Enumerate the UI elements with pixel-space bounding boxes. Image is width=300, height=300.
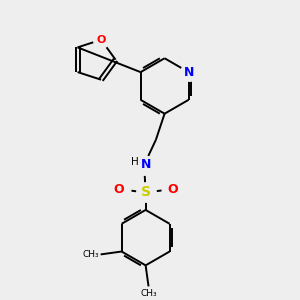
Text: O: O [96, 35, 106, 45]
Text: CH₃: CH₃ [140, 289, 157, 298]
Text: N: N [183, 66, 194, 79]
Text: O: O [168, 183, 178, 196]
Text: N: N [141, 158, 152, 171]
Text: H: H [131, 158, 139, 167]
Text: S: S [141, 185, 151, 200]
Text: CH₃: CH₃ [82, 250, 99, 259]
Text: O: O [113, 183, 124, 196]
